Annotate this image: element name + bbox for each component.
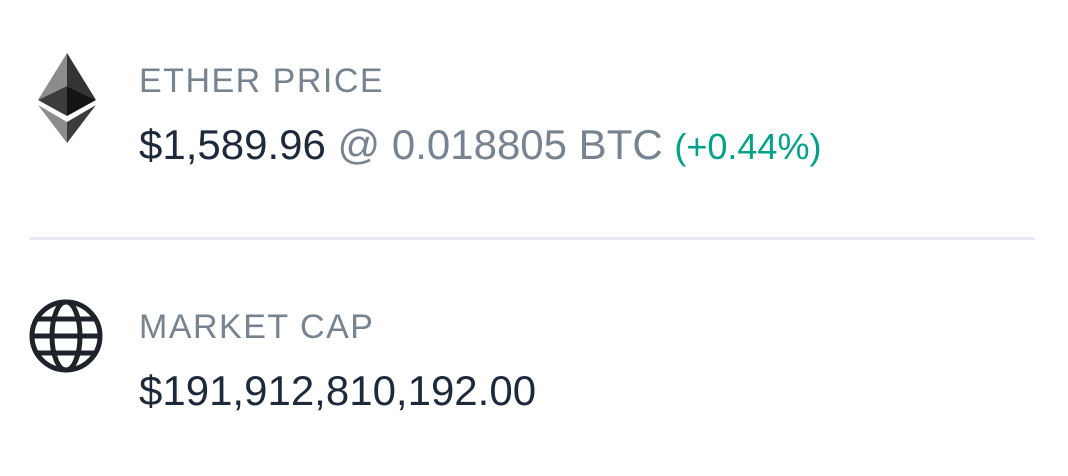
market-cap-value: $191,912,810,192.00 xyxy=(139,370,536,412)
market-cap-row xyxy=(0,240,1068,476)
market-cap-label: MARKET CAP xyxy=(139,308,375,346)
ether-price-row: ETHER PRICE $1,589.96 @ 0.018805 BTC (+0… xyxy=(38,53,821,166)
ether-price-btc[interactable]: @ 0.018805 BTC xyxy=(337,121,663,168)
ether-price-change: (+0.44%) xyxy=(674,126,822,167)
market-cap-usd: $191,912,810,192.00 xyxy=(139,367,537,414)
ethereum-icon xyxy=(38,53,96,143)
ether-price-value: $1,589.96 @ 0.018805 BTC (+0.44%) xyxy=(139,124,821,166)
row-divider xyxy=(30,237,1035,240)
ether-price-label: ETHER PRICE xyxy=(139,62,385,100)
globe-icon xyxy=(29,299,103,373)
ether-price-usd: $1,589.96 xyxy=(139,121,326,168)
